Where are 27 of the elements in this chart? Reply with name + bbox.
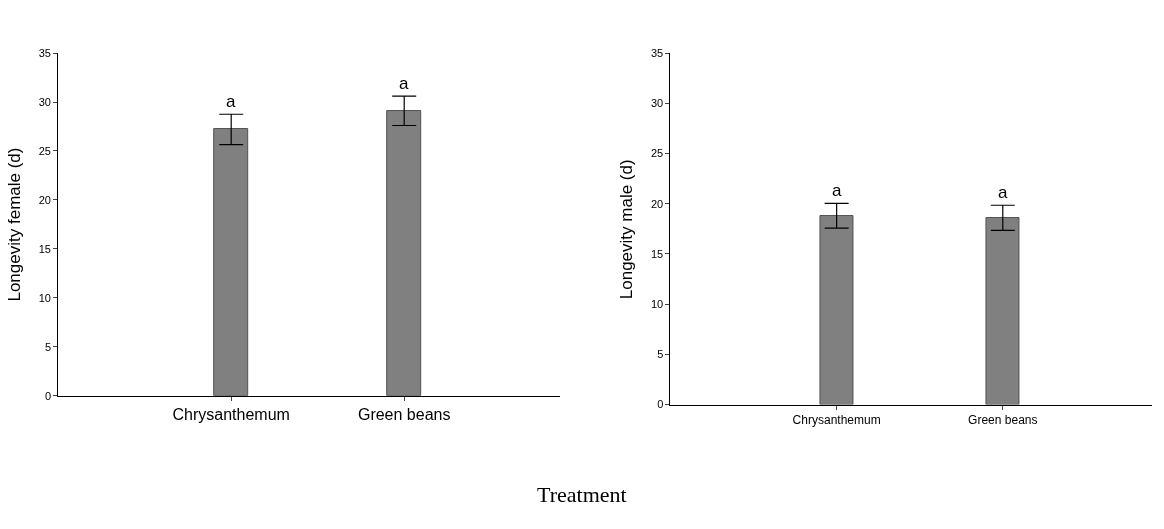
y-axis-title: Longevity female (d) <box>4 147 24 302</box>
y-tick-label: 35 <box>651 46 664 59</box>
y-tick-label: 10 <box>38 291 51 304</box>
y-tick-label: 25 <box>651 147 664 160</box>
x-tick-label: Chrysanthemum <box>172 406 290 424</box>
x-tick-label: Green beans <box>357 406 451 424</box>
x-tick-label: Green beans <box>968 413 1038 428</box>
annotation: a <box>226 92 236 111</box>
x-tick-label: Chrysanthemum <box>792 413 881 428</box>
y-tick-label: 5 <box>657 348 664 361</box>
y-tick-label: 20 <box>38 193 51 206</box>
y-axis-title: Longevity male (d) <box>616 159 636 300</box>
annotation: a <box>832 181 842 200</box>
text: Treatment <box>537 482 627 507</box>
y-tick-label: 10 <box>651 298 664 311</box>
y-tick-label: 35 <box>38 46 51 59</box>
y-tick-label: 0 <box>657 398 664 411</box>
y-tick-label: 0 <box>44 389 51 402</box>
annotation: a <box>399 74 409 93</box>
y-tick-label: 30 <box>651 97 664 110</box>
y-tick-label: 30 <box>38 95 51 108</box>
y-tick-label: 25 <box>38 144 51 157</box>
y-tick-label: 15 <box>651 247 664 260</box>
y-tick-label: 15 <box>38 242 51 255</box>
annotation: a <box>998 183 1008 202</box>
y-tick-label: 20 <box>651 197 664 210</box>
y-tick-label: 5 <box>44 340 51 353</box>
